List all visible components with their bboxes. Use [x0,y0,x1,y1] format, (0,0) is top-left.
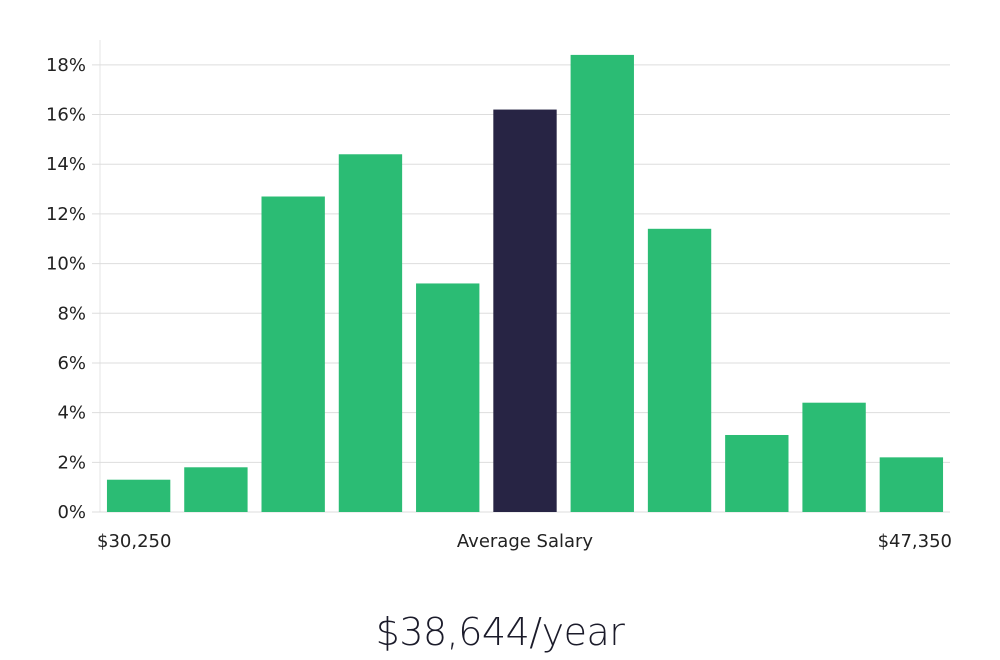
y-axis-tick-labels: 0% 2% 4% 6% 8% 10% 12% 14% 16% 18% [46,55,86,523]
histogram-bar [338,154,403,512]
y-tick-label: 8% [57,303,86,324]
x-axis-max-label: $47,350 [878,531,952,552]
histogram-bar [106,479,171,512]
y-tick-label: 6% [57,353,86,374]
average-salary-caption: $38,644/year [375,610,625,654]
y-tick-label: 14% [46,154,86,175]
x-axis-min-label: $30,250 [97,531,171,552]
y-tick-label: 12% [46,204,86,225]
y-tick-label: 2% [57,452,86,473]
y-tick-label: 10% [46,254,86,275]
x-axis-labels: $30,250 Average Salary $47,350 [97,531,952,552]
highlighted-average-bar [493,109,557,512]
histogram-bar [184,467,248,512]
histogram-bar [879,457,944,512]
histogram-bar [802,402,866,512]
histogram-bar [261,196,325,513]
histogram-bar [725,434,789,512]
y-tick-label: 4% [57,403,86,424]
y-tick-label: 18% [46,55,86,76]
histogram-bar [570,54,634,512]
y-tick-label: 0% [57,502,86,523]
histogram-bar [647,228,712,513]
y-tick-label: 16% [46,105,86,126]
histogram-bar [416,283,480,512]
bar-layer [106,54,944,513]
chart-canvas: 0% 2% 4% 6% 8% 10% 12% 14% 16% 18% $30,250 Averag… [46,40,952,552]
x-axis-center-label: Average Salary [457,531,594,552]
